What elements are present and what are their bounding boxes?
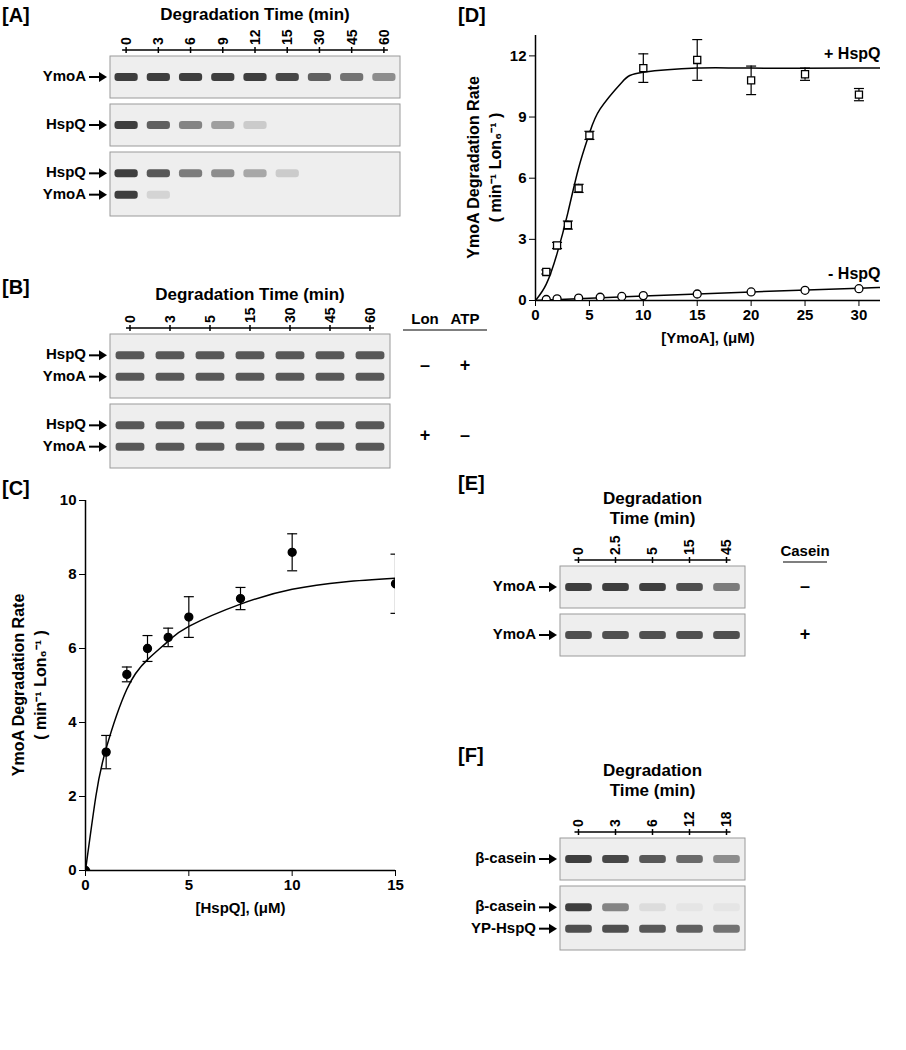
- svg-text:45: 45: [322, 307, 338, 323]
- svg-text:6: 6: [68, 639, 76, 656]
- svg-text:3: 3: [150, 37, 166, 45]
- svg-text:5: 5: [185, 876, 193, 893]
- svg-text:3: 3: [518, 230, 526, 247]
- svg-text:YmoA: YmoA: [43, 185, 87, 202]
- svg-text:Casein: Casein: [780, 542, 829, 559]
- svg-text:+: +: [460, 355, 471, 375]
- svg-text:3: 3: [162, 315, 178, 323]
- svg-text:YmoA Degradation Rate: YmoA Degradation Rate: [10, 594, 27, 777]
- svg-text:0: 0: [68, 861, 76, 878]
- svg-text:YP-HspQ: YP-HspQ: [471, 919, 536, 936]
- svg-text:12: 12: [681, 811, 697, 827]
- svg-text:0: 0: [570, 819, 586, 827]
- svg-text:0: 0: [570, 547, 586, 555]
- svg-text:15: 15: [279, 29, 295, 45]
- svg-text:+: +: [420, 425, 431, 445]
- svg-text:10: 10: [60, 491, 77, 508]
- svg-text:15: 15: [242, 307, 258, 323]
- svg-text:- HspQ: - HspQ: [828, 265, 880, 282]
- svg-text:12: 12: [247, 29, 263, 45]
- svg-text:( min⁻¹ Lon₆⁻¹ ): ( min⁻¹ Lon₆⁻¹ ): [32, 630, 49, 740]
- svg-text:+: +: [800, 624, 811, 644]
- svg-text:+ HspQ: + HspQ: [824, 45, 880, 62]
- svg-text:60: 60: [376, 29, 392, 45]
- svg-text:45: 45: [344, 29, 360, 45]
- svg-text:Lon: Lon: [411, 310, 439, 327]
- svg-text:HspQ: HspQ: [46, 115, 86, 132]
- svg-text:2.5: 2.5: [607, 535, 623, 555]
- svg-text:0: 0: [518, 291, 526, 308]
- svg-text:[A]: [A]: [2, 4, 30, 26]
- svg-text:25: 25: [797, 306, 814, 323]
- svg-text:6: 6: [518, 169, 526, 186]
- svg-text:YmoA: YmoA: [43, 367, 87, 384]
- svg-text:HspQ: HspQ: [46, 163, 86, 180]
- svg-text:0: 0: [122, 315, 138, 323]
- svg-text:15: 15: [387, 876, 404, 893]
- svg-text:[C]: [C]: [2, 477, 30, 499]
- svg-text:30: 30: [851, 306, 868, 323]
- svg-text:YmoA Degradation Rate: YmoA Degradation Rate: [465, 76, 482, 259]
- svg-text:10: 10: [635, 306, 652, 323]
- svg-text:12: 12: [510, 47, 527, 64]
- svg-text:6: 6: [644, 819, 660, 827]
- svg-text:Degradation Time (min): Degradation Time (min): [155, 285, 345, 304]
- svg-text:YmoA: YmoA: [493, 625, 537, 642]
- svg-text:YmoA: YmoA: [493, 577, 537, 594]
- svg-text:20: 20: [743, 306, 760, 323]
- svg-text:30: 30: [282, 307, 298, 323]
- svg-text:9: 9: [215, 37, 231, 45]
- svg-text:30: 30: [311, 29, 327, 45]
- svg-text:0: 0: [81, 876, 89, 893]
- svg-text:Time (min): Time (min): [610, 509, 696, 528]
- svg-text:10: 10: [284, 876, 301, 893]
- svg-text:15: 15: [681, 539, 697, 555]
- svg-text:5: 5: [644, 547, 660, 555]
- svg-text:[B]: [B]: [2, 276, 30, 298]
- svg-text:[YmoA], (μM): [YmoA], (μM): [661, 329, 754, 346]
- svg-text:–: –: [420, 355, 430, 375]
- svg-text:3: 3: [607, 819, 623, 827]
- svg-text:–: –: [460, 425, 470, 445]
- svg-text:Degradation: Degradation: [603, 761, 702, 780]
- svg-text:0: 0: [118, 37, 134, 45]
- svg-text:( min⁻¹ Lon₆⁻¹ ): ( min⁻¹ Lon₆⁻¹ ): [487, 113, 504, 223]
- svg-text:15: 15: [689, 306, 706, 323]
- svg-text:YmoA: YmoA: [43, 437, 87, 454]
- svg-text:HspQ: HspQ: [46, 345, 86, 362]
- svg-text:9: 9: [518, 108, 526, 125]
- svg-text:[F]: [F]: [458, 744, 484, 766]
- svg-text:[HspQ], (μM): [HspQ], (μM): [196, 899, 286, 916]
- svg-text:β-casein: β-casein: [475, 897, 536, 914]
- svg-text:β-casein: β-casein: [475, 849, 536, 866]
- svg-text:Degradation: Degradation: [603, 489, 702, 508]
- svg-text:6: 6: [182, 37, 198, 45]
- svg-text:2: 2: [68, 787, 76, 804]
- svg-text:ATP: ATP: [451, 310, 480, 327]
- svg-text:YmoA: YmoA: [43, 67, 87, 84]
- svg-text:4: 4: [68, 713, 77, 730]
- svg-text:5: 5: [585, 306, 593, 323]
- svg-text:HspQ: HspQ: [46, 415, 86, 432]
- svg-text:18: 18: [718, 811, 734, 827]
- svg-text:[E]: [E]: [458, 472, 485, 494]
- svg-text:[D]: [D]: [458, 4, 486, 26]
- svg-text:–: –: [800, 576, 810, 596]
- svg-text:Time (min): Time (min): [610, 781, 696, 800]
- svg-text:8: 8: [68, 565, 76, 582]
- svg-text:60: 60: [362, 307, 378, 323]
- svg-text:5: 5: [202, 315, 218, 323]
- svg-text:45: 45: [718, 539, 734, 555]
- svg-text:0: 0: [531, 306, 539, 323]
- svg-text:Degradation Time (min): Degradation Time (min): [160, 5, 350, 24]
